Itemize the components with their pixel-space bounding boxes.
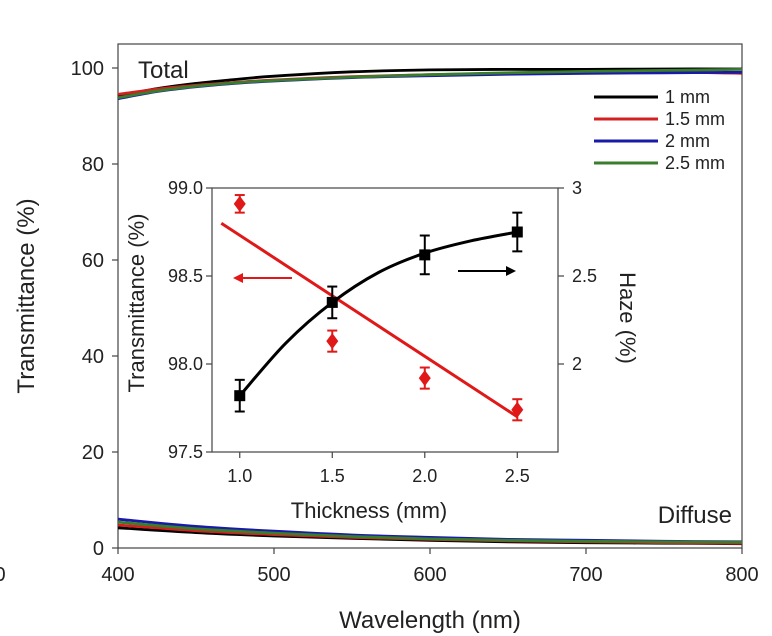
series-total-line-3 <box>117 68 743 100</box>
y-axis-label: Transmittance (%) <box>13 198 40 393</box>
y-tick-label: 40 <box>82 346 104 368</box>
inset-point-transmittance <box>418 370 431 387</box>
inset-point-haze <box>419 249 431 261</box>
inset-y-tick-label: 99.0 <box>168 178 203 198</box>
x-tick-label: 600 <box>413 564 446 586</box>
inset-fit-line-0 <box>220 221 519 419</box>
x-tick-label: 400 <box>101 564 134 586</box>
inset-y2-axis-label: Haze (%) <box>615 272 640 364</box>
x-tick-label: 800 <box>725 564 758 586</box>
inset-y-tick-label: 97.5 <box>168 442 203 462</box>
inset-point-transmittance <box>233 195 246 212</box>
inset-x-tick-label: 1.0 <box>227 466 252 486</box>
inset-point-transmittance <box>326 333 339 350</box>
black-arrow-head <box>506 266 516 276</box>
inset-x-axis-label: Thickness (mm) <box>291 498 447 523</box>
legend-label: 1 mm <box>665 87 710 107</box>
inset-y-tick-label: 98.0 <box>168 354 203 374</box>
inset-y2-tick-label: 2 <box>572 354 582 374</box>
inset-y-tick-label: 98.5 <box>168 266 203 286</box>
total-annotation: Total <box>138 57 189 84</box>
y-tick-label: 60 <box>82 250 104 272</box>
y-tick-label: 100 <box>71 58 104 80</box>
x-tick-label: 700 <box>569 564 602 586</box>
y-tick-label: 80 <box>82 154 104 176</box>
inset-point-transmittance <box>511 401 524 418</box>
inset-fit-line-1 <box>238 230 518 397</box>
legend-label: 1.5 mm <box>665 109 725 129</box>
legend-label: 2.5 mm <box>665 153 725 173</box>
series-total-line-0 <box>117 67 743 98</box>
x-tick-label: 500 <box>257 564 290 586</box>
inset-x-tick-label: 2.5 <box>505 466 530 486</box>
inset-chart: 1.0 1.5 2.0 2.5 97.5 98.0 98.5 99.0 2 2.5 3 Thickne… <box>124 178 640 523</box>
inset-y2-tick-label: 3 <box>572 178 582 198</box>
red-arrow-head <box>233 273 243 283</box>
inset-y-axis-label: Transmittance (%) <box>124 214 149 393</box>
y-tick-label: 0 <box>93 538 104 560</box>
y-tick-label: 20 <box>82 442 104 464</box>
inset-plot-frame <box>211 187 559 453</box>
legend-label: 2 mm <box>665 131 710 151</box>
edge-tick-label: 0 <box>0 564 6 586</box>
inset-point-haze <box>326 296 338 308</box>
diffuse-annotation: Diffuse <box>658 502 732 529</box>
inset-y2-tick-label: 2.5 <box>572 266 597 286</box>
inset-x-tick-label: 1.5 <box>320 466 345 486</box>
x-axis-label: Wavelength (nm) <box>339 607 521 634</box>
inset-point-haze <box>234 390 246 402</box>
inset-x-tick-label: 2.0 <box>412 466 437 486</box>
inset-point-haze <box>511 226 523 238</box>
main-chart: 400 500 600 700 800 0 20 40 60 80 100 0 Wavelength (… <box>0 43 759 634</box>
series-diffuse-line-3 <box>117 520 743 544</box>
